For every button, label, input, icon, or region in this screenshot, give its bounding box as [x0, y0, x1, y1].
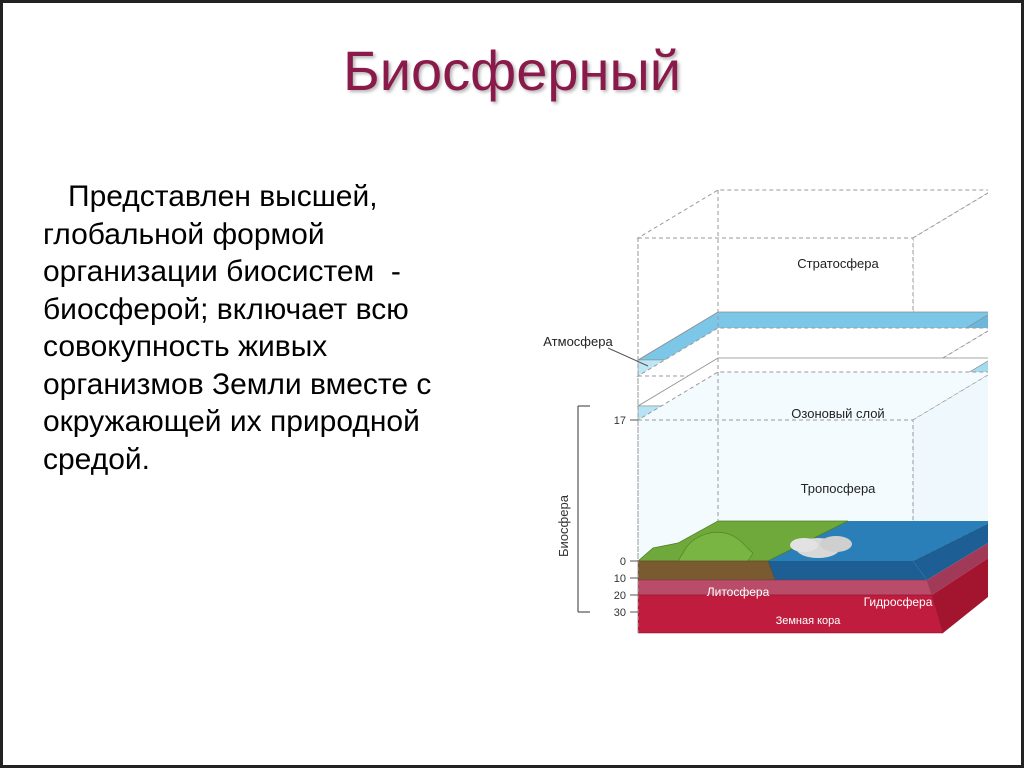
slide-body: Представлен высшей, глобальной формой ор… — [43, 178, 483, 478]
crust-front — [638, 580, 932, 595]
label-ozone: Озоновый слой — [791, 406, 884, 421]
slide-title: Биосферный — [3, 38, 1021, 103]
label-crust: Земная кора — [776, 615, 842, 627]
slide: Биосферный Представлен высшей, глобально… — [0, 0, 1024, 768]
scale-val-2: 10 — [614, 573, 626, 585]
label-troposphere: Тропосфера — [801, 481, 877, 496]
land-front — [638, 561, 775, 580]
label-stratosphere: Стратосфера — [797, 256, 879, 271]
cloud-3 — [790, 538, 818, 552]
scale-val-3: 20 — [614, 590, 626, 602]
label-mantle: Мантия — [759, 637, 801, 651]
scale-val-0: 17 — [614, 415, 626, 427]
cloud-2 — [820, 536, 852, 552]
label-lithosphere: Литосфера — [707, 585, 770, 599]
biosphere-diagram: Биосфера 17 0 10 20 30 Стратосфера Атмос… — [518, 168, 988, 708]
ocean-front — [768, 561, 927, 580]
scale-val-4: 30 — [614, 607, 626, 619]
biosphere-svg: Биосфера 17 0 10 20 30 Стратосфера Атмос… — [518, 168, 988, 708]
scale-val-1: 0 — [620, 556, 626, 568]
scale-group: 17 0 10 20 30 — [614, 415, 638, 619]
biosphere-axis-label: Биосфера — [556, 494, 571, 557]
label-atmosphere: Атмосфера — [543, 334, 613, 349]
label-hydrosphere: Гидросфера — [864, 595, 933, 609]
